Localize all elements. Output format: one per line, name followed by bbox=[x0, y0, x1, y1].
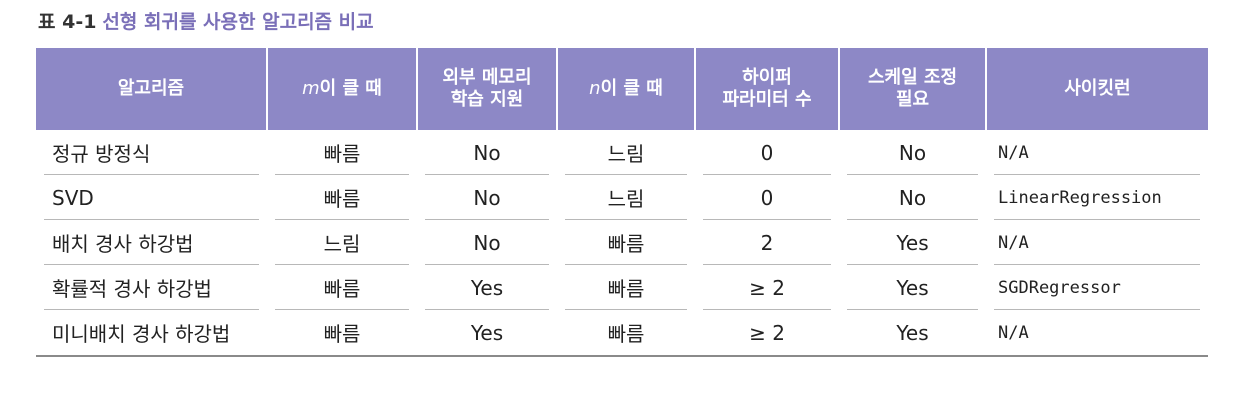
header-n-variable: n bbox=[589, 78, 601, 99]
cell-large-m: 빠름 bbox=[267, 310, 417, 357]
cell-algorithm: 배치 경사 하강법 bbox=[36, 220, 267, 265]
header-out-of-core-line1: 외부 메모리 bbox=[442, 67, 532, 88]
cell-algorithm: 미니배치 경사 하강법 bbox=[36, 310, 267, 357]
cell-algorithm: 정규 방정식 bbox=[36, 130, 267, 175]
cell-out-of-core: No bbox=[417, 175, 557, 220]
cell-out-of-core: No bbox=[417, 130, 557, 175]
caption-title: 선형 회귀를 사용한 알고리즘 비교 bbox=[102, 11, 374, 33]
cell-out-of-core: No bbox=[417, 220, 557, 265]
cell-sklearn: N/A bbox=[986, 130, 1208, 175]
header-hyperparams: 하이퍼 파라미터 수 bbox=[694, 48, 839, 130]
cell-large-n: 빠름 bbox=[557, 220, 695, 265]
cell-large-m: 빠름 bbox=[267, 265, 417, 310]
cell-scaling: No bbox=[839, 175, 986, 220]
cell-large-n: 빠름 bbox=[557, 310, 695, 357]
cell-sklearn: SGDRegressor bbox=[986, 265, 1208, 310]
cell-large-m: 느림 bbox=[267, 220, 417, 265]
cell-hyperparams: 2 bbox=[695, 220, 839, 265]
header-hyperparams-line1: 하이퍼 bbox=[742, 67, 792, 88]
cell-hyperparams: ≥ 2 bbox=[695, 265, 839, 310]
cell-large-m: 빠름 bbox=[267, 130, 417, 175]
cell-sklearn: N/A bbox=[986, 310, 1208, 357]
header-large-n: n이 클 때 bbox=[556, 48, 695, 130]
header-m-variable: m bbox=[302, 78, 320, 99]
table-row: SVD 빠름 No 느림 0 No LinearRegression bbox=[36, 175, 1208, 220]
header-row: 알고리즘 m이 클 때 외부 메모리 학습 지원 n이 클 때 하이퍼 파라미터 수… bbox=[36, 48, 1208, 130]
cell-scaling: Yes bbox=[839, 265, 986, 310]
cell-large-n: 빠름 bbox=[557, 265, 695, 310]
header-scaling-line1: 스케일 조정 bbox=[867, 67, 958, 88]
cell-hyperparams: ≥ 2 bbox=[695, 310, 839, 357]
cell-sklearn: N/A bbox=[986, 220, 1208, 265]
cell-hyperparams: 0 bbox=[695, 175, 839, 220]
table-row: 미니배치 경사 하강법 빠름 Yes 빠름 ≥ 2 Yes N/A bbox=[36, 310, 1208, 357]
cell-scaling: Yes bbox=[839, 220, 986, 265]
cell-algorithm: SVD bbox=[36, 175, 267, 220]
header-scaling-line2: 필요 bbox=[895, 89, 930, 110]
header-out-of-core: 외부 메모리 학습 지원 bbox=[416, 48, 557, 130]
cell-algorithm: 확률적 경사 하강법 bbox=[36, 265, 267, 310]
header-algorithm-label: 알고리즘 bbox=[117, 78, 185, 99]
header-hyperparams-line2: 파라미터 수 bbox=[722, 89, 812, 110]
cell-out-of-core: Yes bbox=[417, 265, 557, 310]
header-sklearn: 사이킷런 bbox=[985, 48, 1208, 130]
cell-sklearn: LinearRegression bbox=[986, 175, 1208, 220]
header-large-n-label: 이 클 때 bbox=[600, 78, 663, 99]
header-scaling: 스케일 조정 필요 bbox=[838, 48, 986, 130]
table-caption: 표 4-1 선형 회귀를 사용한 알고리즘 비교 bbox=[38, 8, 374, 36]
cell-out-of-core: Yes bbox=[417, 310, 557, 357]
cell-large-m: 빠름 bbox=[267, 175, 417, 220]
cell-large-n: 느림 bbox=[557, 130, 695, 175]
cell-hyperparams: 0 bbox=[695, 130, 839, 175]
header-large-m: m이 클 때 bbox=[266, 48, 417, 130]
cell-scaling: Yes bbox=[839, 310, 986, 357]
header-algorithm: 알고리즘 bbox=[36, 48, 267, 130]
comparison-table: 알고리즘 m이 클 때 외부 메모리 학습 지원 n이 클 때 하이퍼 파라미터 수… bbox=[36, 48, 1208, 357]
table-row: 확률적 경사 하강법 빠름 Yes 빠름 ≥ 2 Yes SGDRegresso… bbox=[36, 265, 1208, 310]
cell-scaling: No bbox=[839, 130, 986, 175]
cell-large-n: 느림 bbox=[557, 175, 695, 220]
caption-label: 표 4-1 bbox=[38, 11, 97, 33]
header-out-of-core-line2: 학습 지원 bbox=[450, 89, 524, 110]
header-sklearn-label: 사이킷런 bbox=[1064, 78, 1131, 99]
table-row: 배치 경사 하강법 느림 No 빠름 2 Yes N/A bbox=[36, 220, 1208, 265]
table-row: 정규 방정식 빠름 No 느림 0 No N/A bbox=[36, 130, 1208, 175]
header-large-m-label: 이 클 때 bbox=[319, 78, 382, 99]
